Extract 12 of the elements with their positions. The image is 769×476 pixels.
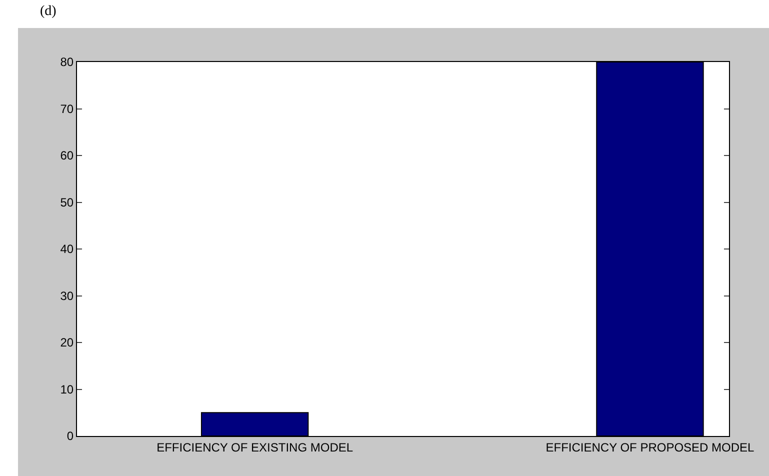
y-tick-label: 70 — [60, 102, 74, 116]
y-tick-label: 20 — [60, 336, 74, 350]
y-tick-label: 60 — [60, 148, 74, 163]
x-tick-label: EFFICIENCY OF PROPOSED MODEL — [546, 440, 755, 454]
y-tick-label: 50 — [60, 195, 74, 210]
text: (d) — [40, 4, 56, 20]
y-tick-label: 30 — [60, 288, 74, 303]
x-tick-label: EFFICIENCY OF EXISTING MODEL — [156, 440, 354, 454]
y-tick-label: 0 — [66, 429, 74, 444]
y-tick-label: 80 — [60, 55, 74, 70]
y-tick-label: 10 — [60, 382, 74, 396]
y-tick-label: 40 — [60, 242, 74, 256]
